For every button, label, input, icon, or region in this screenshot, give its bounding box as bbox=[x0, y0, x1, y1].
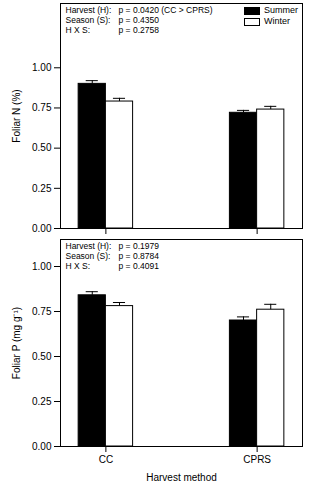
svg-text:0.50: 0.50 bbox=[32, 351, 52, 362]
svg-text:0.00: 0.00 bbox=[32, 441, 52, 452]
svg-text:0.25: 0.25 bbox=[32, 183, 52, 194]
svg-text:Foliar N (%): Foliar N (%) bbox=[11, 89, 22, 142]
svg-text:CPRS: CPRS bbox=[243, 454, 271, 465]
svg-text:1.00: 1.00 bbox=[32, 62, 52, 73]
svg-text:Harvest method: Harvest method bbox=[146, 472, 217, 483]
svg-text:CC: CC bbox=[99, 454, 113, 465]
svg-text:p = 0.0420 (CC > CPRS)p = 0.43: p = 0.0420 (CC > CPRS)p = 0.4350p = 0.27… bbox=[119, 5, 213, 35]
html-text:Winter: Winter bbox=[264, 16, 290, 26]
svg-text:Harvest (H):Season (S):H X S:: Harvest (H):Season (S):H X S: bbox=[66, 5, 112, 35]
svg-text:p = 0.1979p = 0.8784p = 0.4091: p = 0.1979p = 0.8784p = 0.4091 bbox=[119, 241, 160, 271]
svg-text:0.50: 0.50 bbox=[32, 142, 52, 153]
svg-text:0.75: 0.75 bbox=[32, 102, 52, 113]
svg-text:0.00: 0.00 bbox=[32, 223, 52, 234]
svg-text:Foliar P (mg g⁻¹): Foliar P (mg g⁻¹) bbox=[11, 307, 22, 379]
html-text:Summer: Summer bbox=[264, 5, 298, 15]
svg-text:0.25: 0.25 bbox=[32, 396, 52, 407]
svg-text:0.75: 0.75 bbox=[32, 306, 52, 317]
svg-text:1.00: 1.00 bbox=[32, 261, 52, 272]
svg-text:Harvest (H):Season (S):H X S:: Harvest (H):Season (S):H X S: bbox=[66, 241, 112, 271]
